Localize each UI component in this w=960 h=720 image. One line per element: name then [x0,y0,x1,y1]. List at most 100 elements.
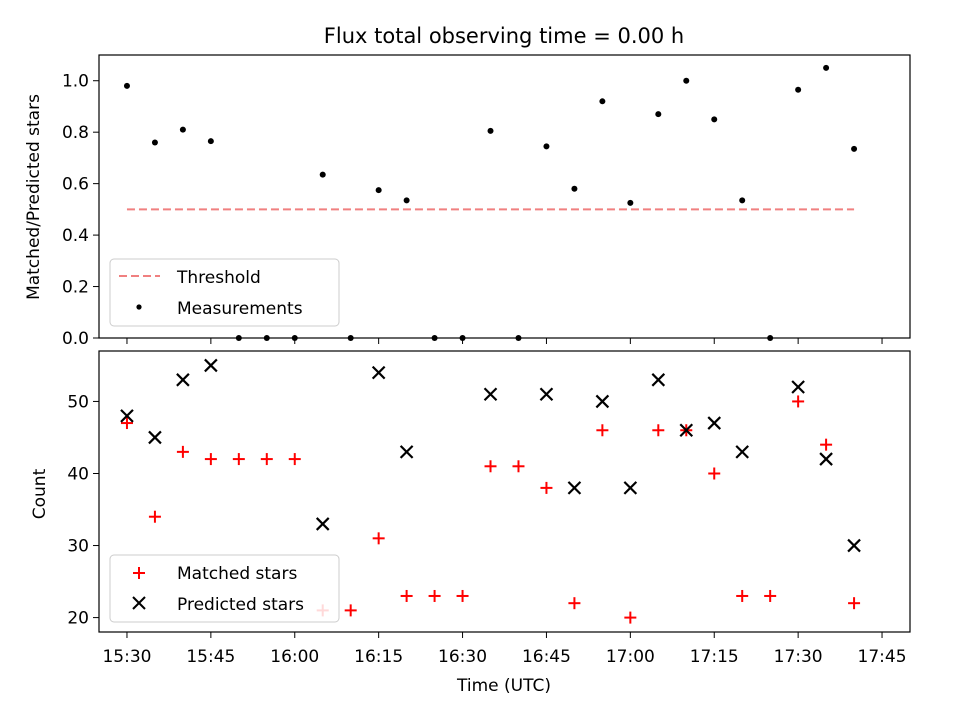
x-tick-label: 16:15 [354,647,403,667]
measurement-point [543,143,550,150]
matched-star-point [512,460,525,473]
matched-star-point [260,453,273,466]
measurement-point [683,77,690,84]
ratio-y-ticks: 0.0 0.2 0.4 0.6 0.8 1.0 [62,72,99,349]
predicted-star-point [315,517,330,531]
predicted-star-point [148,430,162,445]
matched-star-point [792,395,805,408]
predicted-star-point [176,373,190,387]
ratio-y-tick-label: 0.4 [62,226,89,246]
count-axes-frame [98,350,911,633]
measurement-point [375,187,382,194]
measurement-point [739,197,746,204]
predicted-star-stroke-b [595,394,610,409]
x-tick-label: 17:15 [690,647,739,667]
count-y-ticks: 20 30 40 50 [67,392,99,629]
matched-star-point [736,589,749,602]
matched-star-point [400,589,413,602]
matched-star-point [232,453,245,466]
measurement-point [151,139,158,146]
x-tick-label: 16:45 [522,647,571,667]
matched-star-point [204,453,217,466]
predicted-star-point [679,423,694,438]
predicted-star-point [539,387,554,402]
predicted-star-point [567,481,582,495]
matched-star-point [484,460,497,473]
predicted-star-stroke-b [791,380,805,394]
x-tick-label: 17:30 [774,647,823,667]
count-x-ticks: 15:30 15:45 16:00 16:15 16:30 16:45 17:00 17:15… [102,632,907,667]
predicted-star-stroke-b [315,517,330,531]
predicted-star-point [120,409,134,423]
predicted-star-point [707,416,722,430]
legend-predicted-swatch [132,596,146,610]
predicted-star-point [483,387,498,402]
measurement-point [711,116,718,123]
predicted-star-stroke-b [371,365,386,380]
measurement-point [487,127,494,134]
x-tick-label: 17:45 [858,647,907,667]
measurement-point [571,185,578,192]
ratio-y-tick-label: 0.2 [62,278,89,298]
measurement-point [795,86,802,93]
x-tick-label: 15:45 [186,647,235,667]
matched-star-point [764,589,777,602]
ratio-legend: Threshold Measurements [109,258,340,327]
predicted-star-stroke-b [679,423,694,438]
count-y-tick-label: 50 [67,392,89,412]
count-y-tick-label: 30 [67,537,89,557]
panel-ratio: 0.0 0.2 0.4 0.6 0.8 1.0 Matched/Predicted sta… [24,54,911,349]
count-y-axis-label: Count [30,468,50,519]
legend-measurements-swatch [136,304,142,310]
x-tick-label: 16:30 [438,647,487,667]
count-legend: Matched stars Predicted stars [109,554,340,623]
matched-star-point [148,510,161,523]
matched-star-point [652,424,665,437]
predicted-star-stroke-b [847,538,861,553]
predicted-star-point [399,445,414,459]
x-axis-label: Time (UTC) [456,676,551,696]
matched-star-point [820,438,833,451]
measurement-point [655,111,662,118]
measurement-point [627,199,634,206]
predicted-star-stroke-b [707,416,722,430]
measurement-point [179,126,186,133]
predicted-star-stroke-b [176,373,190,387]
x-tick-label: 17:00 [606,647,655,667]
x-tick-label: 16:00 [270,647,319,667]
matched-star-point [624,611,637,624]
predicted-star-point [651,373,666,387]
predicted-star-point [735,445,749,459]
predicted-star-stroke-b [567,481,582,495]
predicted-star-stroke-b [819,452,833,466]
ratio-y-tick-label: 0.8 [62,123,89,143]
measurement-point [403,197,410,204]
ratio-y-tick-label: 0.0 [62,329,89,349]
count-marks [120,358,861,624]
count-y-tick-label: 20 [67,609,89,629]
measurement-point [851,145,858,152]
matched-star-point [848,597,861,610]
predicted-star-stroke-b [148,430,162,445]
matched-star-point [456,589,469,602]
matched-star-point [344,604,357,617]
legend-threshold-label: Threshold [176,268,261,288]
predicted-star-stroke-b [735,445,749,459]
predicted-star-point [595,394,610,409]
predicted-star-stroke-b [120,409,134,423]
measurement-point [123,82,130,89]
count-y-tick-label: 40 [67,464,89,484]
x-tick-label: 15:30 [102,647,151,667]
ratio-axes-frame [98,54,911,339]
matched-star-point [540,481,553,494]
matched-star-point [176,445,189,458]
predicted-star-stroke-b [483,387,498,402]
matched-star-point [120,417,133,430]
ratio-y-tick-label: 1.0 [62,72,89,92]
ratio-legend-box [109,258,340,327]
predicted-star-point [791,380,805,394]
predicted-star-point [623,481,638,495]
matched-star-point [372,532,385,545]
legend-matched-label: Matched stars [177,564,297,584]
